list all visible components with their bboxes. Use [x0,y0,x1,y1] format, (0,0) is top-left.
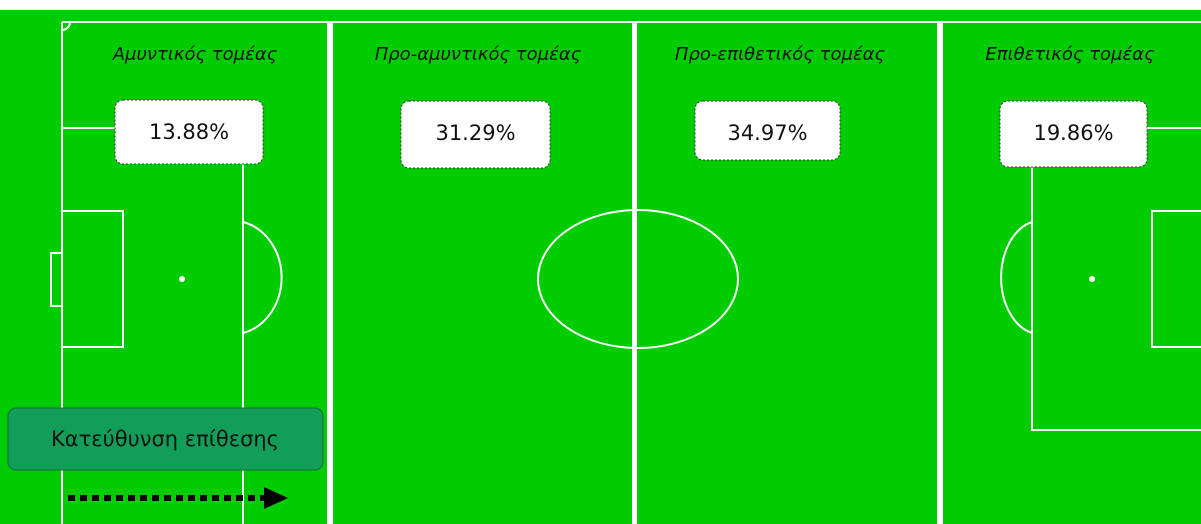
value-box [400,100,551,169]
zone-value: 19.86% [1033,121,1113,145]
direction-box [7,407,324,471]
value-box [694,100,841,161]
zone-label: Προ-αμυντικός τομέας [375,44,582,65]
zone-value: 34.97% [727,121,807,145]
value-box [114,99,264,165]
zone-label: Επιθετικός τομέας [985,44,1155,65]
pitch-lines [50,21,1201,524]
zone-value: 13.88% [149,120,229,144]
arrow-head [264,487,288,509]
zone-label: Προ-επιθετικός τομέας [675,44,886,65]
direction-label: Κατεύθυνση επίθεσης [51,427,279,451]
value-box [999,100,1148,168]
zone-label: Αμυντικός τομέας [112,44,278,65]
zone-value: 31.29% [435,121,515,145]
